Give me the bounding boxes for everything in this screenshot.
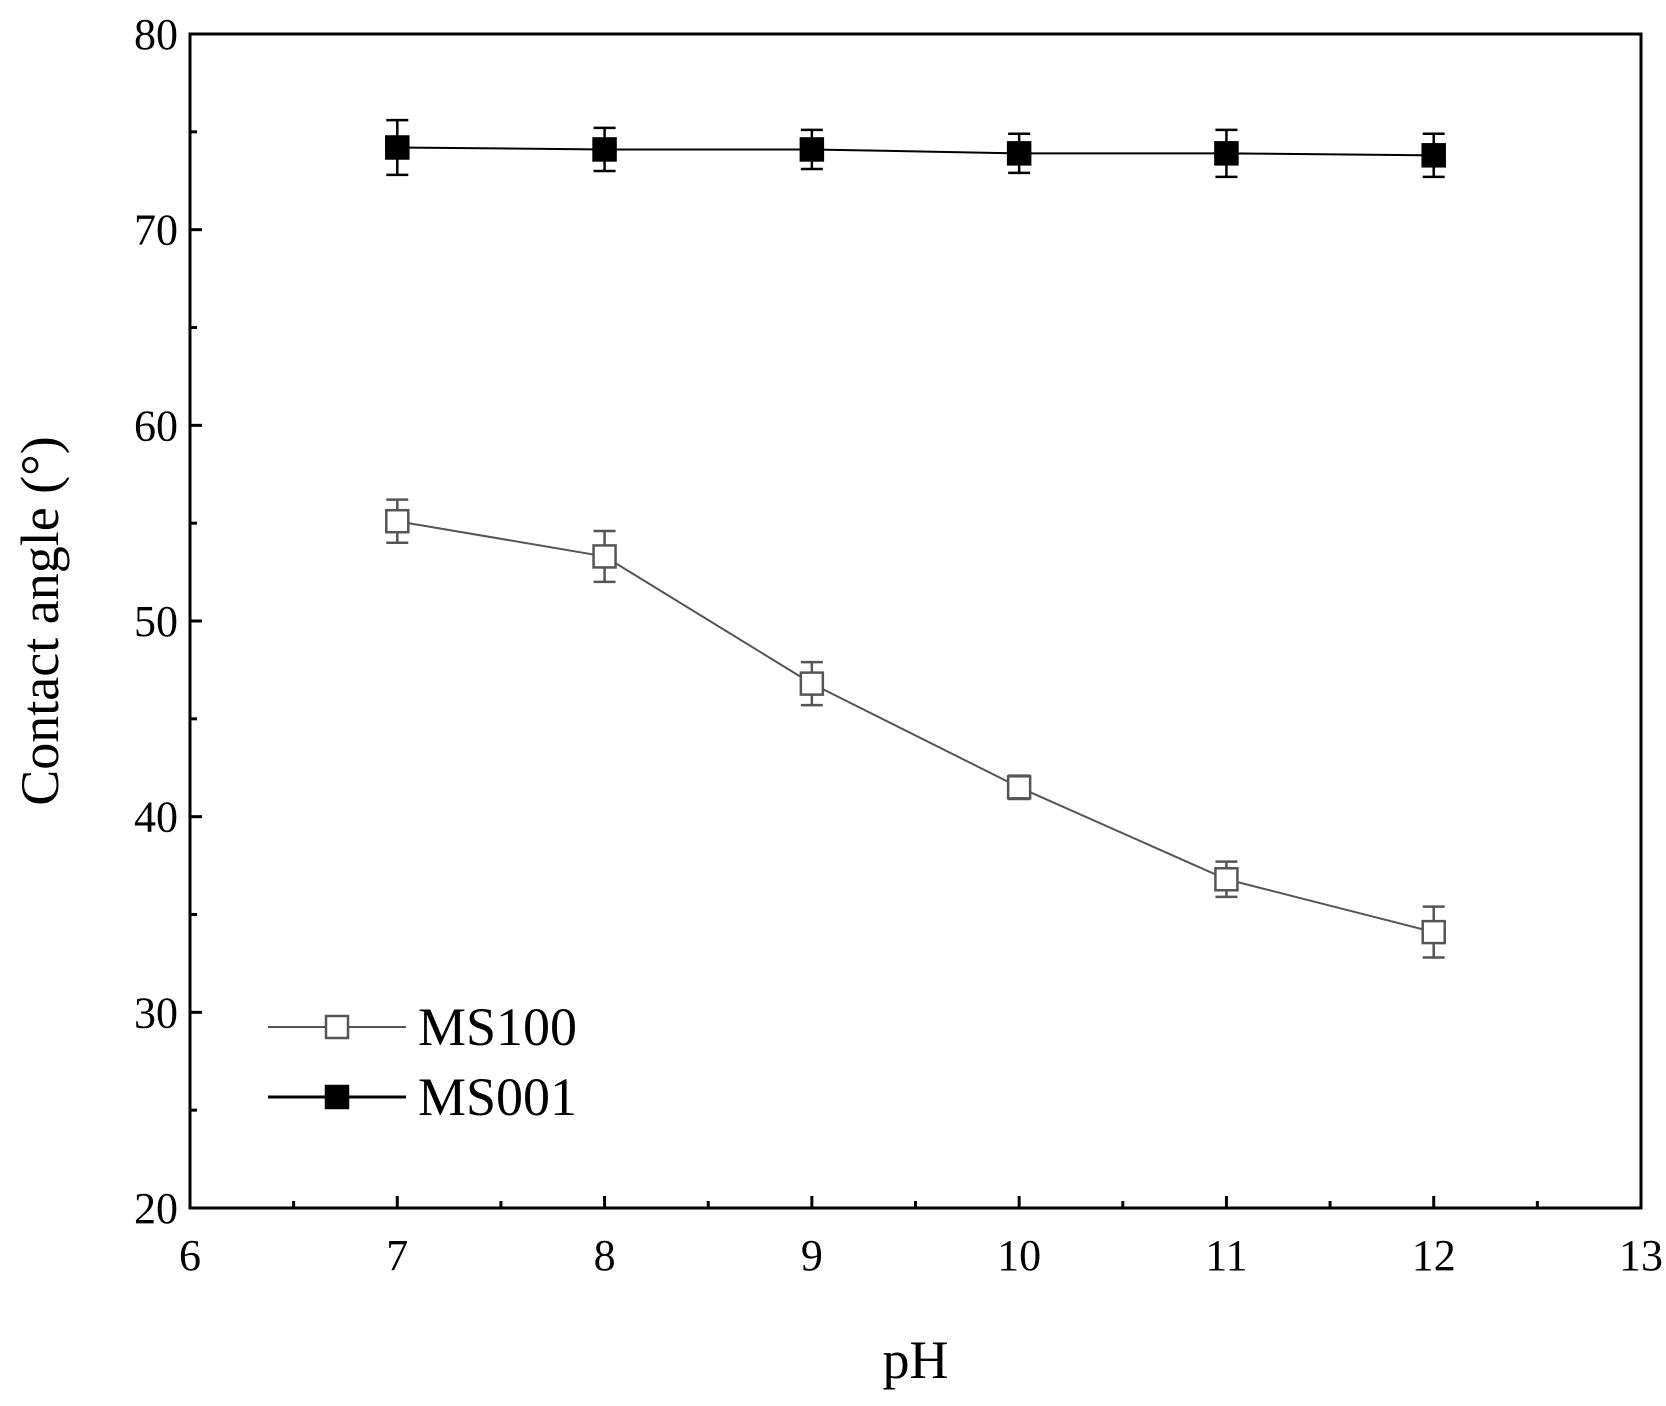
legend: MS100 MS001 — [268, 997, 577, 1127]
y-tick-label: 80 — [134, 10, 178, 59]
x-tick-label: 12 — [1412, 1231, 1456, 1280]
data-point — [1006, 141, 1032, 166]
data-point — [385, 135, 410, 160]
legend-marker — [324, 1014, 350, 1040]
legend-marker — [324, 1084, 350, 1110]
data-point — [1421, 143, 1446, 168]
y-tick-label: 40 — [134, 793, 178, 842]
x-tick-label: 13 — [1619, 1231, 1663, 1280]
legend-entry-ms001: MS001 — [268, 1067, 577, 1127]
data-point — [1006, 775, 1032, 800]
series-layer — [385, 118, 1446, 959]
y-tick-label: 70 — [134, 206, 178, 255]
x-tick-label: 10 — [997, 1231, 1041, 1280]
legend-label: MS100 — [418, 997, 577, 1057]
data-point — [799, 137, 825, 162]
y-tick-label: 50 — [134, 597, 178, 646]
data-point — [1214, 867, 1239, 892]
data-point — [385, 508, 410, 534]
legend-entry-ms100: MS100 — [268, 997, 577, 1057]
data-point — [592, 544, 617, 569]
y-tick-label: 60 — [134, 401, 178, 450]
series-line — [397, 520, 1434, 934]
x-tick-label: 7 — [386, 1231, 408, 1280]
data-point — [799, 671, 825, 696]
data-point — [1421, 919, 1446, 945]
x-tick-label: 9 — [801, 1231, 823, 1280]
y-tick-label: 30 — [134, 988, 178, 1037]
series-ms001 — [385, 118, 1446, 179]
x-tick-label: 6 — [179, 1231, 201, 1280]
series-line — [397, 146, 1434, 157]
x-axis-title: pH — [883, 1330, 949, 1390]
series-ms100 — [385, 498, 1446, 959]
y-tick-label: 20 — [134, 1184, 178, 1233]
legend-label: MS001 — [418, 1067, 577, 1127]
axes: 6 7 8 9 10 11 12 13 20 30 40 50 60 70 80 — [134, 10, 1663, 1280]
x-tick-label: 8 — [594, 1231, 616, 1280]
x-tick-label: 11 — [1205, 1231, 1247, 1280]
data-point — [1214, 141, 1239, 166]
data-point — [592, 137, 617, 162]
y-axis-title: Contact angle (°) — [10, 436, 70, 805]
